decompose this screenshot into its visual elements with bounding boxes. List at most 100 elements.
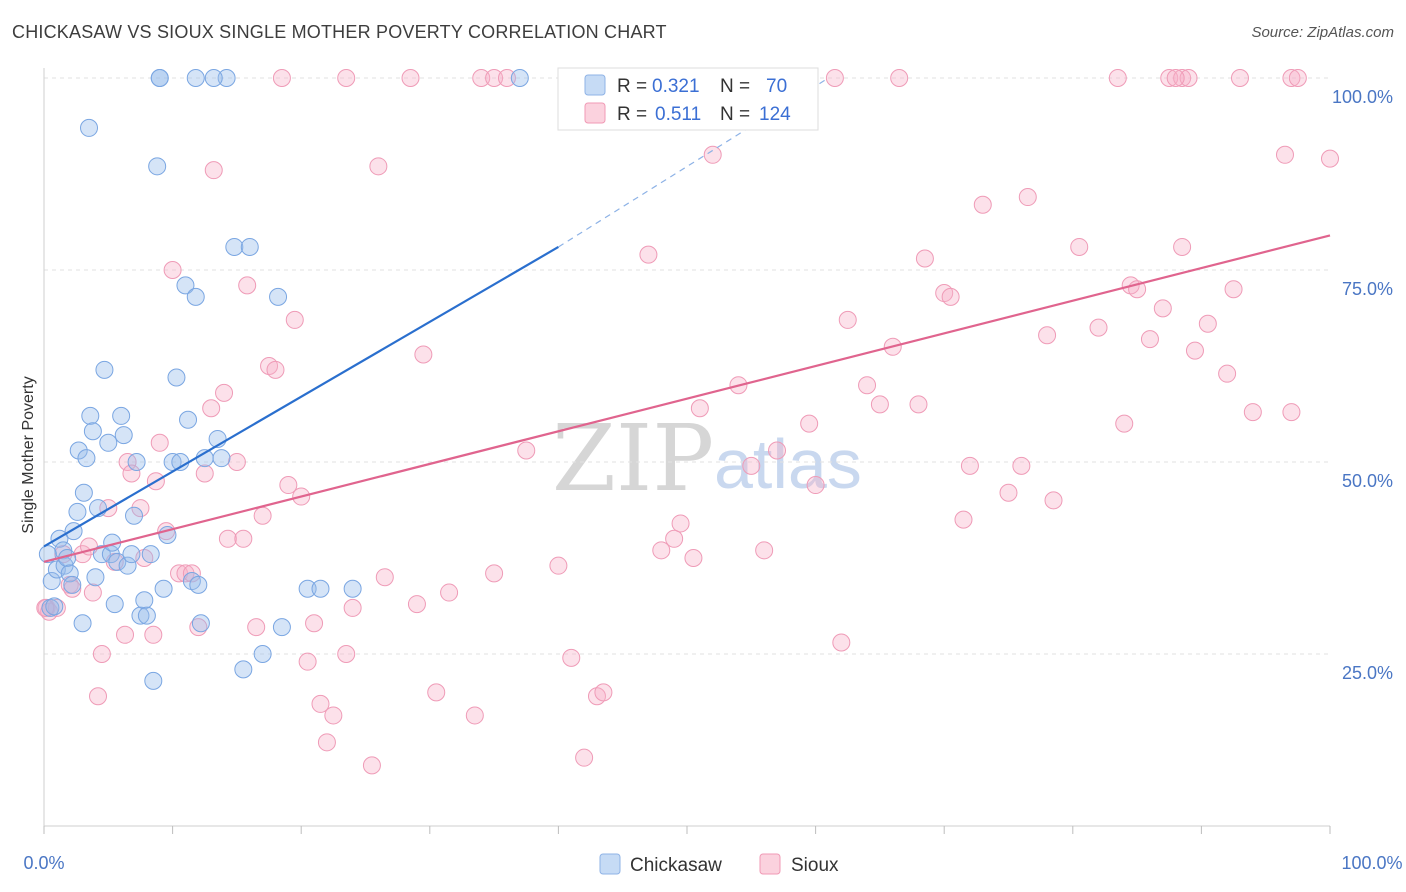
sioux-point [131,499,150,518]
sioux-trend-line [43,234,1331,563]
legend-bottom: Chickasaw Sioux [599,853,839,876]
sioux-point [1275,145,1294,164]
sioux-point [272,69,291,87]
sioux-point [285,310,304,329]
chickasaw-point [114,426,133,445]
sioux-point [1173,69,1192,87]
chickasaw-point [269,287,288,306]
sioux-point [317,733,336,752]
sioux-point [575,748,594,767]
chickasaw-point [189,575,208,594]
sioux-point [369,157,388,176]
sioux-point [954,510,973,529]
chickasaw-point [154,579,173,598]
y-tick-label: 75.0% [1342,279,1393,299]
sioux-point [311,694,330,713]
chickasaw-point [167,368,186,387]
sioux-point [195,464,214,483]
sioux-point [1185,341,1204,360]
legend-bottom-chickasaw-swatch [599,853,621,875]
chart-title: CHICKASAW VS SIOUX SINGLE MOTHER POVERTY… [12,22,667,42]
sioux-point [1179,69,1198,87]
sioux-point [122,464,141,483]
sioux-point [238,276,257,295]
chickasaw-point [186,287,205,306]
sioux-point [215,383,234,402]
sioux-point [298,652,317,671]
sioux-point [1198,314,1217,333]
sioux-point [83,583,102,602]
sioux-point [36,598,55,617]
y-tick-label: 50.0% [1342,471,1393,491]
chickasaw-point [150,69,169,87]
chickasaw-point [74,483,93,502]
chickasaw-point [234,660,253,679]
legend-r-label: R = [617,76,647,97]
sioux-point [414,345,433,364]
sioux-point [858,376,877,395]
chickasaw-point [272,618,291,637]
chickasaw-point [343,579,362,598]
chickasaw-point [253,645,272,663]
sioux-point [1166,69,1185,87]
sioux-point [1230,69,1249,87]
chickasaw-points [38,69,529,690]
chickasaw-point [186,69,205,87]
chickasaw-point [217,69,236,87]
sioux-point [941,287,960,306]
legend-bottom-sioux-swatch [759,853,781,875]
chickasaw-point [176,276,195,295]
chickasaw-point [112,406,131,425]
sioux-point [806,476,825,495]
gridlines [44,77,1330,655]
x-tick-label-min: 0.0% [23,853,64,873]
sioux-point [202,399,221,418]
sioux-point [182,564,201,583]
sioux-point [407,595,426,614]
sioux-point [1115,414,1134,433]
sioux-point [915,249,934,268]
sioux-point [305,614,324,633]
sioux-point [960,456,979,475]
chickasaw-point [68,502,87,521]
chickasaw-point [69,441,88,460]
sioux-point [362,756,381,775]
sioux-point [870,395,889,414]
sioux-point [1038,326,1057,345]
sioux-point [742,456,761,475]
sioux-point [1153,299,1172,318]
sioux-point [485,564,504,583]
sioux-point [768,441,787,460]
legend-r-value: 0.321 [652,76,700,97]
chickasaw-point [191,614,210,633]
sioux-point [703,145,722,164]
chickasaw-point [92,545,111,564]
chickasaw-point [127,453,146,471]
legend-top: R = 0.321 N = 70 R = 0.511 N = 124 [557,67,819,131]
chickasaw-point [148,157,167,176]
sioux-point [427,683,446,702]
sioux-point [1140,330,1159,349]
chickasaw-point [144,671,163,690]
sioux-point [144,625,163,644]
sioux-point [163,261,182,279]
sioux-point [832,633,851,652]
chickasaw-point [225,237,244,256]
sioux-point [838,310,857,329]
sioux-point [440,583,459,602]
sioux-point [343,598,362,617]
sioux-point [485,69,504,87]
sioux-point [800,414,819,433]
sioux-point [337,645,356,663]
chickasaw-point [81,406,100,425]
legend-bottom-chickasaw-label: Chickasaw [630,855,722,876]
source-credit: Source: ZipAtlas.com [1251,24,1394,41]
sioux-point [1282,69,1301,87]
sioux-point [690,399,709,418]
y-tick-label: 100.0% [1332,87,1393,107]
sioux-point [472,69,491,87]
chickasaw-point [80,118,99,137]
chickasaw-point [311,579,330,598]
sioux-point [639,245,658,264]
